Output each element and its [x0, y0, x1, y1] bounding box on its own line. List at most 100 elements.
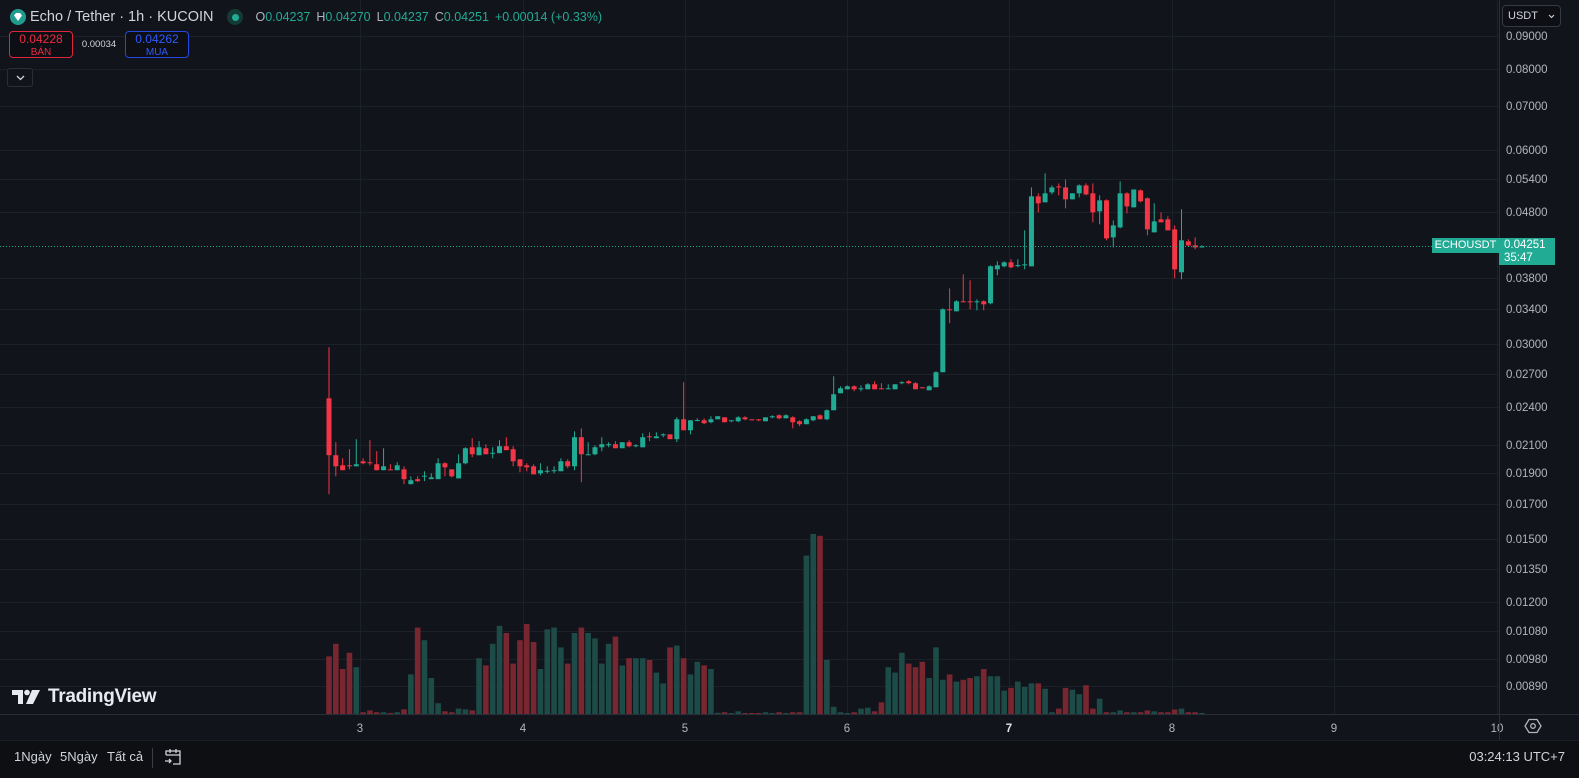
candle-body [1076, 185, 1082, 194]
volume-bar [728, 713, 735, 714]
volume-bar [346, 652, 353, 714]
candle-body [483, 448, 489, 455]
candle [1042, 173, 1048, 203]
symbol-title[interactable]: Echo / Tether · 1h · KUCOIN [30, 9, 214, 25]
candle-body [428, 477, 434, 480]
buy-price: 0.04262 [135, 32, 179, 46]
candle [892, 384, 898, 390]
volume-bar [749, 713, 755, 714]
candle [353, 439, 359, 467]
candle-body [933, 372, 939, 388]
candle [435, 458, 441, 480]
candle-body [442, 463, 448, 468]
candle [1124, 192, 1130, 214]
axis-divider [1499, 714, 1500, 740]
volume-bar [871, 711, 878, 714]
candle-body [415, 479, 421, 482]
price-chart[interactable] [0, 0, 1499, 714]
time-tick-label: 9 [1330, 723, 1338, 735]
range-all[interactable]: Tất cả [107, 749, 144, 764]
candle-body [926, 386, 932, 391]
price-tick-label: 0.00890 [1506, 680, 1548, 693]
volume-bar [960, 679, 967, 714]
candle [981, 300, 987, 311]
candle-body [844, 386, 850, 390]
range-5-days[interactable]: 5Ngày [60, 749, 98, 764]
volume-bar [776, 712, 782, 714]
volume-bar [653, 672, 660, 714]
volume-bar [339, 669, 346, 714]
candle-body [899, 382, 905, 384]
candle-body [1124, 193, 1130, 207]
price-tick-label: 0.03000 [1506, 338, 1548, 351]
spread-value: 0.00034 [81, 39, 117, 50]
volume-bar [987, 676, 994, 714]
candle [599, 437, 605, 452]
volume-bar [1096, 698, 1103, 714]
candle [749, 419, 755, 421]
volume-bar [892, 672, 898, 714]
high-label: H [316, 10, 326, 24]
candle-body [456, 463, 462, 479]
volume-bar [899, 652, 905, 714]
volume-bar [448, 712, 455, 714]
time-axis[interactable] [0, 714, 1579, 740]
price-tick-label: 0.08000 [1506, 63, 1548, 76]
range-1-day[interactable]: 1Ngày [14, 749, 52, 764]
candle [762, 417, 768, 422]
price-axis[interactable] [1499, 0, 1579, 714]
buy-button[interactable]: 0.04262 MUA [125, 31, 189, 58]
tradingview-logo-icon [12, 689, 40, 704]
tradingview-logo[interactable]: TradingView [12, 686, 157, 708]
candle-body [762, 417, 768, 422]
candle [1028, 187, 1034, 267]
volume-bar [585, 633, 591, 714]
volume-bar [837, 712, 844, 714]
sell-button[interactable]: 0.04228 BÁN [9, 31, 73, 58]
chart-settings-button[interactable] [1524, 717, 1542, 735]
candle [544, 466, 550, 474]
candle [1192, 237, 1198, 250]
candle [844, 385, 850, 390]
volume-bar [551, 627, 557, 714]
candle [1056, 183, 1062, 196]
candle-body [831, 394, 837, 411]
candle-body [1035, 196, 1041, 204]
candle-body [906, 381, 912, 384]
volume-bar [564, 663, 571, 714]
candle [558, 458, 564, 472]
candle [633, 444, 639, 448]
candle-body [449, 469, 455, 477]
volume-bar [592, 638, 598, 714]
volume-bar [571, 633, 578, 714]
clock-timezone[interactable]: 03:24:13 UTC+7 [1469, 749, 1565, 764]
candle-body [619, 442, 625, 449]
volume-bar [810, 534, 817, 714]
candle [503, 437, 509, 451]
volume-bar [721, 712, 728, 714]
volume-bar [667, 647, 673, 714]
candle [953, 300, 959, 312]
volume-bar [974, 676, 980, 714]
candle-body [606, 444, 612, 446]
candle [537, 463, 543, 476]
candle-body [585, 454, 591, 456]
currency-select[interactable]: USDT [1502, 5, 1561, 27]
candle-body [797, 421, 803, 425]
candle-body [940, 309, 946, 373]
go-to-date-calendar-icon[interactable] [163, 747, 183, 767]
candle [742, 416, 748, 421]
candle [1151, 203, 1157, 233]
market-status-icon [227, 9, 244, 25]
volume-bar [1165, 712, 1171, 714]
volume-bar [1117, 710, 1123, 714]
candle-body [1117, 193, 1123, 228]
candle [1083, 183, 1089, 196]
collapse-legend-button[interactable] [7, 68, 33, 87]
candle [1097, 195, 1103, 225]
candle-body [783, 415, 789, 419]
candle [619, 442, 625, 449]
candle-body [551, 470, 557, 472]
bar-countdown: 35:47 [1504, 252, 1533, 264]
candle-body [572, 437, 578, 467]
